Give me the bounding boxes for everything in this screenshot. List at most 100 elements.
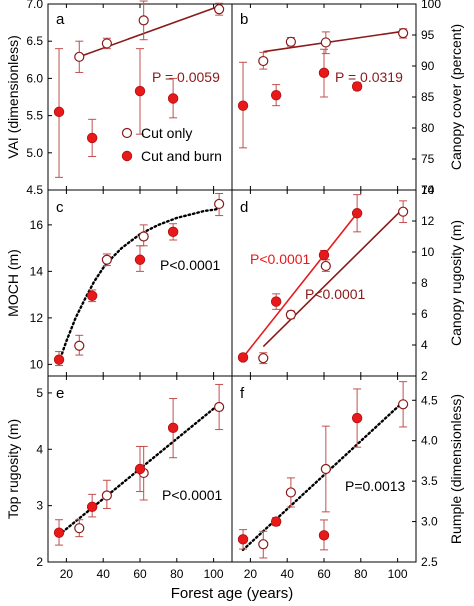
data-point-cut-only (258, 55, 269, 67)
panel-f: 2.5 3.0 3.5 4.0 4.5 Rumple (dimensionless) f P=… (231, 375, 464, 569)
y-tick-label-b: 90 (421, 59, 435, 73)
panel-letter-f: f (240, 385, 245, 402)
data-point-cut-only (101, 490, 112, 501)
data-point-cut-only (258, 539, 269, 550)
data-point-cut-only (398, 399, 409, 410)
data-point-cut-and-burn (318, 530, 330, 541)
legend: Cut only Cut and burn (121, 125, 222, 164)
data-point-cut-and-burn (53, 106, 65, 118)
data-point-cut-only (74, 340, 85, 351)
data-point-cut-only (320, 37, 331, 48)
data-point-cut-and-burn (351, 412, 363, 424)
x-tick-label: 100 (204, 567, 224, 581)
p-value-annotation-d: P<0.0001 (250, 251, 311, 267)
y-tick-label-d: 10 (421, 245, 435, 259)
data-point-cut-only (138, 15, 149, 26)
y-tick-label-a: 5.5 (26, 109, 43, 123)
p-value-annotation-d: P<0.0001 (305, 286, 366, 302)
x-tick-label: 80 (170, 567, 184, 581)
y-tick-label-b: 100 (421, 0, 441, 11)
y-tick-label-f: 4.5 (421, 393, 438, 407)
panel-d-frame (231, 189, 417, 377)
y-tick-label-b: 75 (421, 152, 435, 166)
panel-d: 2 4 6 8 10 12 14 Canopy rugosity (m) d P<0.0001 P<… (231, 183, 464, 383)
data-point-cut-only (214, 401, 225, 413)
data-point-cut-and-burn (351, 81, 363, 92)
data-point-cut-and-burn (270, 516, 282, 527)
data-point-cut-only (398, 28, 409, 39)
y-tick-label-e: 2 (36, 555, 43, 569)
legend-label-cut-and-burn: Cut and burn (141, 148, 222, 164)
x-tick-label: 60 (133, 567, 147, 581)
y-tick-label-a: 6.5 (26, 34, 43, 48)
y-tick-label-c: 12 (30, 311, 44, 325)
data-point-cut-and-burn (134, 85, 146, 97)
data-point-cut-only (101, 254, 112, 265)
data-point-cut-only (258, 353, 269, 364)
panel-a: 4.5 5.0 5.5 6.0 6.5 7.0 VAI (dimensionless) a P … (5, 0, 233, 197)
panel-letter-e: e (56, 385, 64, 402)
x-tick-label: 20 (60, 567, 74, 581)
x-tick-label: 40 (281, 567, 295, 581)
legend-marker-cut-and-burn (121, 150, 133, 162)
panel-letter-b: b (240, 11, 248, 28)
data-point-cut-and-burn (270, 89, 282, 101)
y-tick-label-c: 14 (30, 264, 44, 278)
data-point-cut-only (214, 4, 225, 15)
p-value-annotation-c: P<0.0001 (160, 257, 221, 273)
data-point-cut-and-burn (270, 296, 282, 307)
panel-c: 10 12 14 16 MOCH (m) c P<0.0001 (5, 189, 233, 377)
y-axis-label-c: MOCH (m) (5, 249, 21, 317)
y-tick-label-d: 6 (421, 307, 428, 321)
y-tick-label-a: 7.0 (26, 0, 43, 11)
data-point-cut-only (320, 260, 331, 272)
y-tick-label-b: 85 (421, 90, 435, 104)
fit-line-c-0 (57, 207, 221, 364)
x-tick-label: 40 (97, 567, 111, 581)
panel-letter-a: a (56, 11, 65, 28)
data-point-cut-and-burn (318, 67, 330, 79)
data-point-cut-only (101, 38, 112, 49)
data-point-cut-and-burn (86, 290, 98, 301)
fit-line-f-0 (241, 400, 405, 552)
x-tick-label: 20 (244, 567, 258, 581)
data-point-cut-only (74, 523, 85, 534)
data-point-cut-and-burn (134, 254, 146, 265)
panel-b: 70 75 80 85 90 95 100 Canopy cover (percent) b P … (231, 0, 464, 197)
y-tick-label-d: 4 (421, 338, 428, 352)
y-tick-label-c: 16 (30, 218, 44, 232)
y-tick-label-a: 6.0 (26, 71, 43, 85)
data-point-cut-only (285, 487, 296, 498)
y-tick-label-a: 4.5 (26, 183, 43, 197)
x-tick-label: 80 (354, 567, 368, 581)
data-point-cut-only (138, 231, 149, 242)
fit-line-d-0 (242, 212, 358, 358)
data-point-cut-and-burn (167, 422, 179, 434)
legend-marker-cut-only (121, 127, 133, 139)
y-axis-label-b: Canopy cover (percent) (448, 24, 464, 170)
data-point-cut-and-burn (351, 208, 363, 219)
y-tick-label-b: 70 (421, 183, 435, 197)
y-tick-label-c: 10 (30, 357, 44, 371)
data-point-cut-and-burn (237, 352, 249, 363)
data-point-cut-and-burn (167, 226, 179, 238)
p-value-annotation-e: P<0.0001 (162, 487, 223, 503)
fit-line-d-1 (262, 208, 404, 348)
data-point-cut-only (320, 463, 331, 475)
data-point-cut-only (285, 36, 296, 47)
data-point-cut-and-burn (237, 534, 249, 545)
y-axis-label-a: VAI (dimensionless) (5, 35, 21, 158)
x-tick-label: 100 (388, 567, 408, 581)
y-tick-label-f: 2.5 (421, 555, 438, 569)
y-tick-label-f: 3.0 (421, 515, 438, 529)
y-tick-label-e: 4 (36, 442, 43, 456)
y-tick-label-e: 5 (36, 386, 43, 400)
y-axis-label-d: Canopy rugosity (m) (448, 220, 464, 346)
y-tick-label-f: 4.0 (421, 434, 438, 448)
data-point-cut-and-burn (134, 463, 146, 475)
data-point-cut-and-burn (53, 527, 65, 538)
y-tick-label-d: 14 (421, 183, 435, 197)
data-point-cut-and-burn (318, 249, 330, 261)
panel-letter-c: c (56, 199, 64, 216)
panel-e: 2 3 4 5 Top rugosity (m) e P<0.0001 (5, 375, 233, 569)
